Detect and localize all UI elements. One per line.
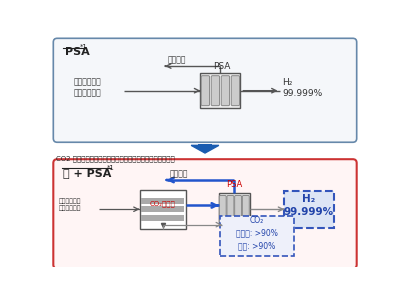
FancyBboxPatch shape [242,196,249,223]
Text: CO2 分離用分子ゲート膜を組み合わせた水素製造プロセス: CO2 分離用分子ゲート膜を組み合わせた水素製造プロセス [56,155,174,162]
FancyBboxPatch shape [53,38,357,142]
Text: PSA: PSA [65,47,90,57]
FancyBboxPatch shape [227,196,234,223]
Polygon shape [191,145,219,153]
Bar [219,193,250,225]
FancyBboxPatch shape [219,196,226,223]
Text: PSA: PSA [226,180,242,189]
Bar [140,190,186,229]
Text: オフガス: オフガス [168,56,186,64]
FancyBboxPatch shape [221,76,230,106]
Text: H₂
99.999%: H₂ 99.999% [282,77,322,98]
Bar [284,191,334,228]
Text: *1: *1 [106,165,114,171]
Text: PSA: PSA [213,62,231,70]
Text: 水蒸気改質、
シフト反応後: 水蒸気改質、 シフト反応後 [74,77,102,98]
FancyBboxPatch shape [53,159,357,268]
FancyBboxPatch shape [231,76,240,106]
FancyBboxPatch shape [211,76,220,106]
Bar [141,215,184,220]
Text: CO₂
回収率: >90%
純度: >90%: CO₂ 回収率: >90% 純度: >90% [236,216,278,250]
Bar [198,144,212,145]
Text: オフガス: オフガス [170,169,188,178]
FancyBboxPatch shape [235,196,242,223]
Text: 膜 + PSA: 膜 + PSA [63,168,112,178]
Text: H₂
99.999%: H₂ 99.999% [284,194,334,217]
Text: CO₂分離膜: CO₂分離膜 [150,201,176,207]
Bar [141,206,184,212]
Text: 水蒸気改質、
シフト反応後: 水蒸気改質、 シフト反応後 [59,198,81,211]
Bar [220,216,294,256]
FancyBboxPatch shape [201,76,210,106]
Bar [200,73,240,108]
Bar [141,198,184,204]
Text: *1: *1 [80,44,88,50]
